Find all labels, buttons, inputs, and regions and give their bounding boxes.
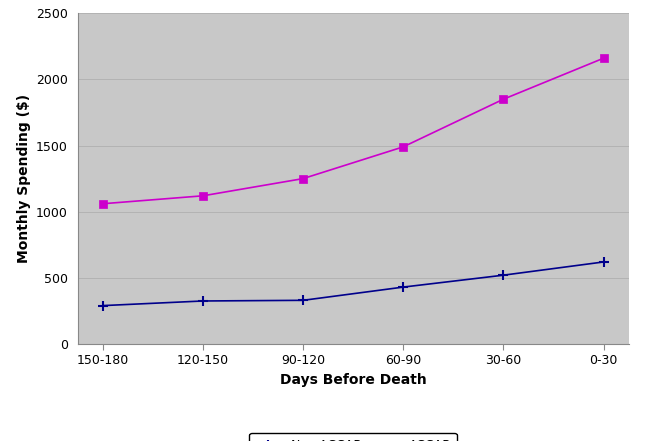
ACCAP [599,56,607,61]
Line: ACCAP: ACCAP [98,54,608,208]
Non-ACCAP [99,303,107,308]
ACCAP [99,201,107,206]
Non-ACCAP [399,284,407,290]
Line: Non-ACCAP: Non-ACCAP [98,257,608,310]
Non-ACCAP [299,298,307,303]
Y-axis label: Monthly Spending ($): Monthly Spending ($) [17,94,30,263]
ACCAP [399,144,407,149]
X-axis label: Days Before Death: Days Before Death [280,373,426,387]
ACCAP [500,97,507,102]
ACCAP [199,193,207,198]
Legend: Non-ACCAP, ACCAP: Non-ACCAP, ACCAP [249,433,457,441]
Non-ACCAP [599,259,607,265]
ACCAP [299,176,307,181]
Non-ACCAP [500,273,507,278]
Non-ACCAP [199,299,207,304]
